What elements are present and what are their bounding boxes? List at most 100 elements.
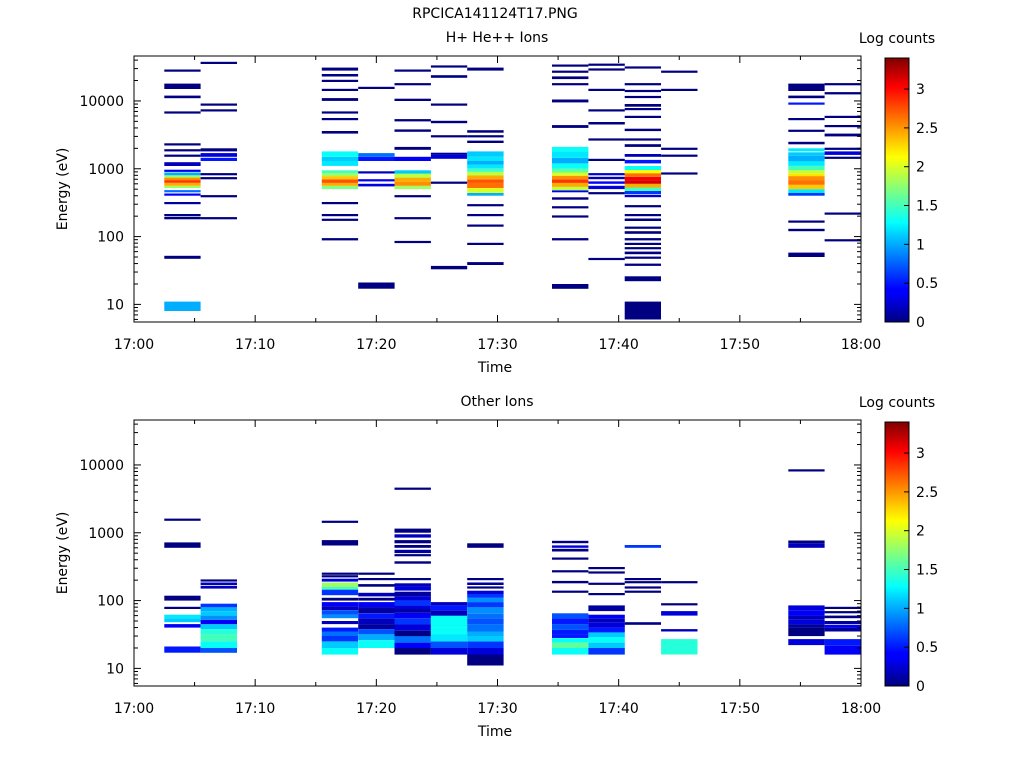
heatmap-cell (164, 154, 201, 157)
heatmap-cell (200, 629, 237, 635)
heatmap-cell (588, 642, 625, 648)
heatmap-cell (321, 520, 359, 523)
panel-bottom-colorbar: 0 0.5 1 1.5 2 2.5 3 Log counts (859, 395, 938, 695)
heatmap-cell (467, 179, 504, 183)
heatmap-cell (394, 487, 431, 490)
heatmap-cell (824, 125, 861, 128)
panel-top-colorbar: 0 0.5 1 1.5 2 2.5 3 Log counts (859, 31, 938, 331)
heatmap-cell (164, 255, 201, 259)
heatmap-cell (788, 228, 825, 232)
heatmap-cell (467, 594, 504, 598)
heatmap-cell (467, 590, 504, 594)
heatmap-cell (200, 641, 237, 648)
heatmap-cell (467, 624, 504, 632)
heatmap-cell (200, 615, 237, 620)
heatmap-cell (624, 214, 661, 217)
heatmap-cell (467, 262, 504, 265)
heatmap-cell (824, 624, 861, 628)
heatmap-cell (164, 216, 201, 220)
heatmap-cell (588, 593, 625, 596)
x-tick-label: 17:10 (235, 337, 275, 353)
heatmap-cell (824, 645, 861, 655)
heatmap-cell (467, 156, 504, 161)
heatmap-cell (788, 152, 825, 156)
heatmap-cell (321, 575, 359, 578)
heatmap-cell (552, 624, 589, 630)
heatmap-cell (624, 590, 661, 593)
y-tick-label: 100 (97, 230, 124, 246)
heatmap-cell (200, 603, 237, 608)
y-tick-label: 100 (97, 594, 124, 610)
heatmap-cell (624, 251, 661, 255)
heatmap-cell (588, 88, 625, 91)
heatmap-cell (467, 192, 504, 196)
heatmap-cell (824, 92, 861, 95)
heatmap-cell (321, 182, 359, 186)
heatmap-cell (430, 641, 468, 648)
heatmap-cell (588, 63, 625, 66)
heatmap-cell (430, 634, 468, 642)
x-tick-label: 17:00 (114, 701, 154, 717)
heatmap-cell (467, 171, 504, 176)
heatmap-cell (164, 518, 201, 521)
heatmap-cell (200, 648, 237, 653)
heatmap-cell (200, 195, 237, 198)
heatmap-cell (552, 197, 589, 200)
heatmap-cell (552, 186, 589, 191)
heatmap-cell (321, 610, 359, 615)
heatmap-cell (624, 581, 661, 584)
heatmap-cell (552, 125, 589, 128)
heatmap-cell (552, 570, 589, 573)
heatmap-cell (467, 582, 504, 585)
heatmap-cell (467, 578, 504, 581)
heatmap-cell (164, 143, 201, 146)
colorbar-tick-label: 2 (916, 524, 925, 540)
heatmap-cell (467, 140, 504, 143)
heatmap-cell (358, 597, 395, 601)
colorbar-tick-label: 0 (916, 679, 925, 695)
heatmap-cell (588, 618, 625, 623)
heatmap-cell (358, 618, 395, 625)
heatmap-cell (661, 172, 698, 175)
heatmap-cell (824, 239, 861, 242)
colorbar-tick-label: 3 (916, 446, 925, 462)
heatmap-cell (467, 597, 504, 603)
heatmap-cell (552, 618, 589, 625)
heatmap-cell (467, 204, 504, 207)
heatmap-cell (552, 545, 589, 548)
heatmap-cell (552, 580, 589, 584)
heatmap-cell (624, 180, 661, 184)
x-tick-label: 18:00 (841, 701, 881, 717)
heatmap-cell (824, 606, 861, 609)
heatmap-cell (358, 282, 395, 289)
heatmap-cell (164, 149, 201, 152)
heatmap-cell (624, 586, 661, 589)
heatmap-cell (200, 634, 237, 642)
heatmap-cell (164, 542, 201, 548)
heatmap-cell (200, 148, 237, 152)
heatmap-cell (164, 177, 201, 181)
heatmap-cell (321, 627, 359, 632)
heatmap-cell (588, 122, 625, 125)
heatmap-cell (467, 188, 504, 193)
heatmap-cell (788, 176, 825, 181)
heatmap-cell (321, 67, 359, 71)
heatmap-cell (321, 614, 359, 619)
heatmap-cell (164, 301, 201, 311)
heatmap-cell (467, 631, 504, 636)
colorbar-tick-label: 3 (916, 82, 925, 98)
heatmap-cell (358, 183, 395, 187)
heatmap-cell (624, 256, 661, 259)
heatmap-cell (200, 173, 237, 176)
heatmap-cell (321, 540, 359, 546)
heatmap-cell (624, 176, 661, 181)
heatmap-cell (200, 109, 237, 112)
heatmap-cell (588, 68, 625, 71)
heatmap-cell (321, 79, 359, 82)
heatmap-cell (824, 151, 861, 155)
heatmap-cell (321, 218, 359, 221)
heatmap-cell (588, 173, 625, 176)
colorbar-tick-label: 0.5 (916, 640, 938, 656)
heatmap-cell (588, 605, 625, 612)
heatmap-cell (552, 182, 589, 187)
